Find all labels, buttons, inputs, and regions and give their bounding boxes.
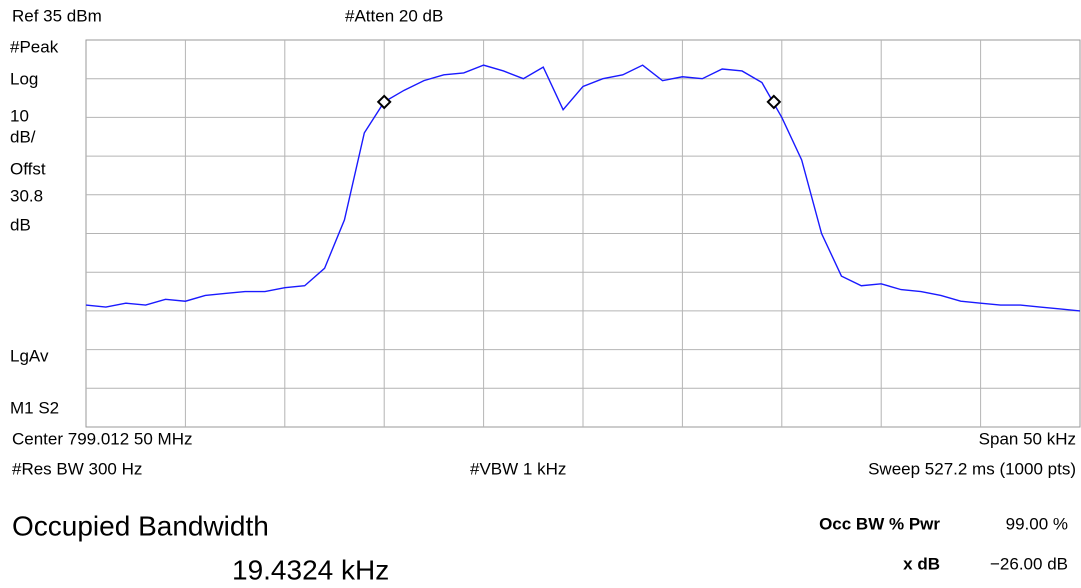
side-label: Offst bbox=[10, 159, 46, 178]
vbw: #VBW 1 kHz bbox=[470, 459, 566, 478]
side-label: LgAv bbox=[10, 346, 49, 365]
attenuation: #Atten 20 dB bbox=[345, 6, 443, 25]
side-label: #Peak bbox=[10, 37, 59, 56]
occ-value: 99.00 % bbox=[1006, 514, 1068, 533]
side-label: M1 S2 bbox=[10, 398, 59, 417]
side-label: dB bbox=[10, 215, 31, 234]
res-bw: #Res BW 300 Hz bbox=[12, 459, 142, 478]
side-label: Log bbox=[10, 69, 38, 88]
span: Span 50 kHz bbox=[979, 429, 1076, 448]
occ-label: Occ BW % Pwr bbox=[819, 514, 940, 533]
xdb-label: x dB bbox=[903, 554, 940, 573]
sweep: Sweep 527.2 ms (1000 pts) bbox=[868, 459, 1076, 478]
xdb-value: −26.00 dB bbox=[990, 554, 1068, 573]
side-label: 10 bbox=[10, 106, 29, 125]
result-title: Occupied Bandwidth bbox=[12, 510, 269, 541]
center-freq: Center 799.012 50 MHz bbox=[12, 429, 193, 448]
side-label: 30.8 bbox=[10, 186, 43, 205]
ref-level: Ref 35 dBm bbox=[12, 6, 102, 25]
marker bbox=[376, 94, 392, 110]
grid bbox=[86, 40, 1080, 427]
trace bbox=[85, 64, 1081, 312]
marker bbox=[766, 94, 782, 110]
result-value: 19.4324 kHz bbox=[232, 554, 389, 585]
side-label: dB/ bbox=[10, 127, 36, 146]
